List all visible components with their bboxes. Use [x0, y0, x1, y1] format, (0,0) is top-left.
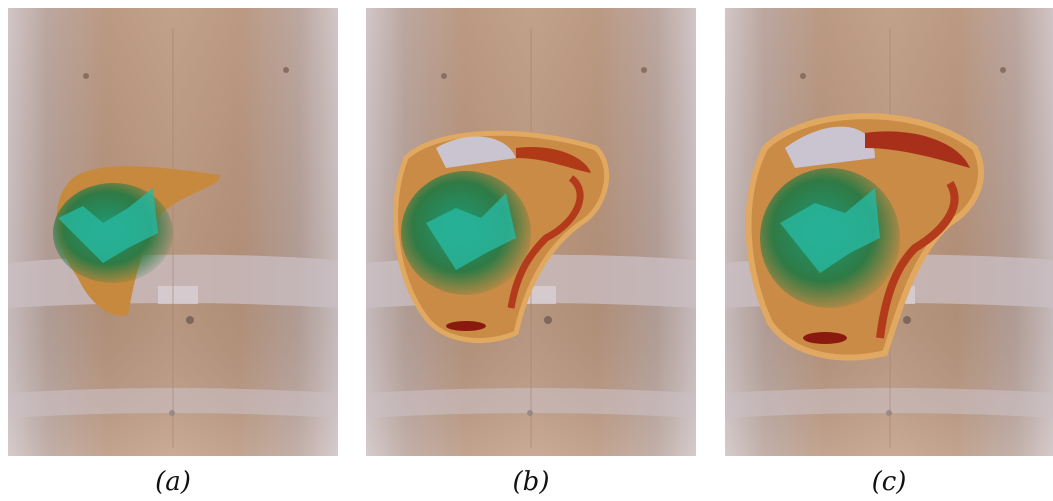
caption: (b) [513, 467, 550, 497]
panel-b [365, 7, 697, 457]
panel-c [724, 7, 1053, 457]
caption: (a) [155, 467, 191, 497]
caption: (c) [872, 467, 907, 497]
panel-a [7, 7, 339, 457]
